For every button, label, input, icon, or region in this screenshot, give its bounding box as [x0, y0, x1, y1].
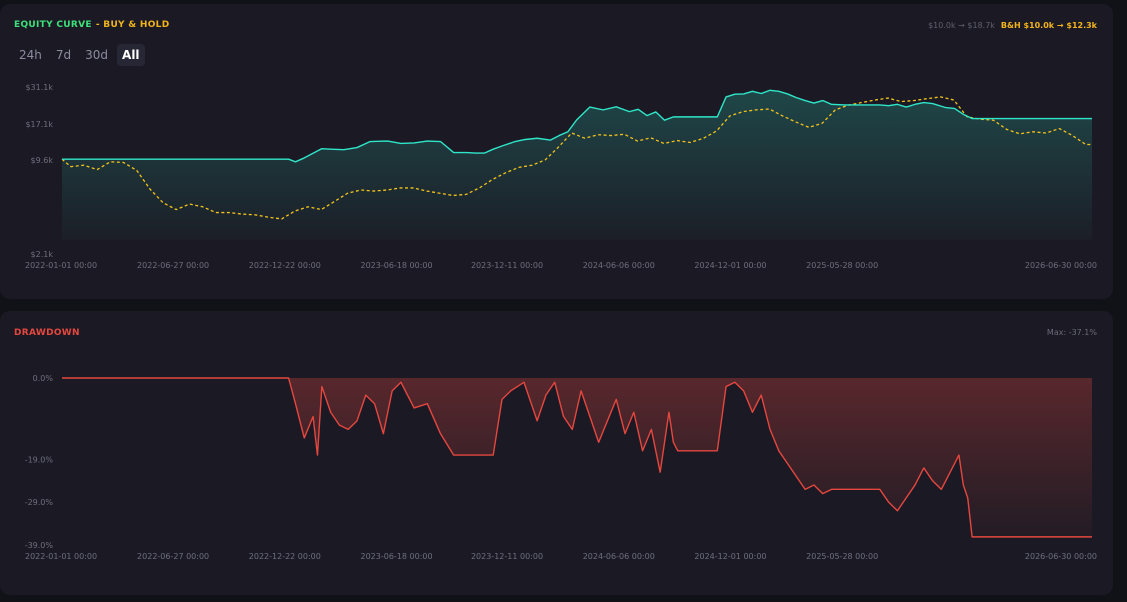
equity-x-tick-label: 2026-06-30 00:00	[1025, 261, 1097, 270]
strategy-equity-area	[62, 90, 1092, 240]
timeframe-tabs: 24h 7d 30d All	[14, 44, 145, 66]
equity-panel-title: EQUITY CURVE - BUY & HOLD	[14, 20, 169, 30]
strategy-summary: $10.0k → $18.7k	[928, 21, 995, 30]
drawdown-x-tick-label: 2023-06-18 00:00	[360, 552, 432, 561]
equity-x-tick-label: 2024-12-01 00:00	[694, 261, 766, 270]
equity-x-tick-label: 2022-06-27 00:00	[137, 261, 209, 270]
tab-30d[interactable]: 30d	[85, 48, 109, 62]
drawdown-chart: 0.0% -19.0% -29.0% -39.0% 2022-01-01 00:00 20…	[25, 374, 1097, 561]
equity-curve-panel: EQUITY CURVE - BUY & HOLD $10.0k → $18.7k…	[0, 4, 1113, 299]
equity-y-tick-label: $2.1k	[31, 250, 54, 259]
equity-x-tick-label: 2023-06-18 00:00	[360, 261, 432, 270]
equity-summary: $10.0k → $18.7k B&H $10.0k → $12.3k	[928, 21, 1097, 30]
equity-curve-title: EQUITY CURVE	[14, 20, 92, 30]
equity-y-tick-label: $31.1k	[25, 83, 53, 92]
drawdown-y-tick-label: -39.0%	[25, 541, 54, 550]
drawdown-x-tick-label: 2025-05-28 00:00	[806, 552, 878, 561]
equity-chart: $31.1k $17.1k $9.6k $2.1k 2022-01-01 00:00 20…	[25, 83, 1097, 270]
buy-hold-series-line	[61, 96, 1092, 220]
drawdown-x-tick-label: 2022-01-01 00:00	[25, 552, 97, 561]
equity-x-tick-label: 2022-12-22 00:00	[249, 261, 321, 270]
buy-hold-title: - BUY & HOLD	[95, 20, 170, 30]
strategy-series-line	[62, 89, 1092, 163]
drawdown-x-tick-label: 2024-06-06 00:00	[583, 552, 655, 561]
tab-24h[interactable]: 24h	[19, 48, 42, 62]
drawdown-y-tick-label: 0.0%	[33, 374, 54, 383]
drawdown-x-tick-label: 2024-12-01 00:00	[694, 552, 766, 561]
buy-hold-summary: B&H $10.0k → $12.3k	[1000, 21, 1097, 30]
drawdown-y-tick-label: -29.0%	[25, 498, 54, 507]
max-drawdown-label: Max: -37.1%	[1046, 328, 1097, 337]
tab-all[interactable]: All	[117, 44, 145, 66]
equity-x-tick-label: 2025-05-28 00:00	[806, 261, 878, 270]
drawdown-panel: DRAWDOWN Max: -37.1% 0.0% -19.0% -29.0% -39…	[0, 311, 1113, 595]
drawdown-x-tick-label: 2026-06-30 00:00	[1025, 552, 1097, 561]
tab-7d[interactable]: 7d	[55, 48, 72, 62]
drawdown-area	[62, 378, 1092, 537]
drawdown-x-tick-label: 2022-12-22 00:00	[249, 552, 321, 561]
drawdown-y-tick-label: -19.0%	[25, 455, 54, 464]
drawdown-x-tick-label: 2023-12-11 00:00	[471, 552, 543, 561]
drawdown-title: DRAWDOWN	[14, 328, 80, 338]
equity-x-tick-label: 2024-06-06 00:00	[583, 261, 655, 270]
equity-x-tick-label: 2022-01-01 00:00	[25, 261, 97, 270]
drawdown-x-tick-label: 2022-06-27 00:00	[137, 552, 209, 561]
equity-y-tick-label: $9.6k	[31, 156, 54, 165]
equity-y-tick-label: $17.1k	[25, 120, 53, 129]
drawdown-series-line	[62, 377, 1092, 538]
equity-x-tick-label: 2023-12-11 00:00	[471, 261, 543, 270]
